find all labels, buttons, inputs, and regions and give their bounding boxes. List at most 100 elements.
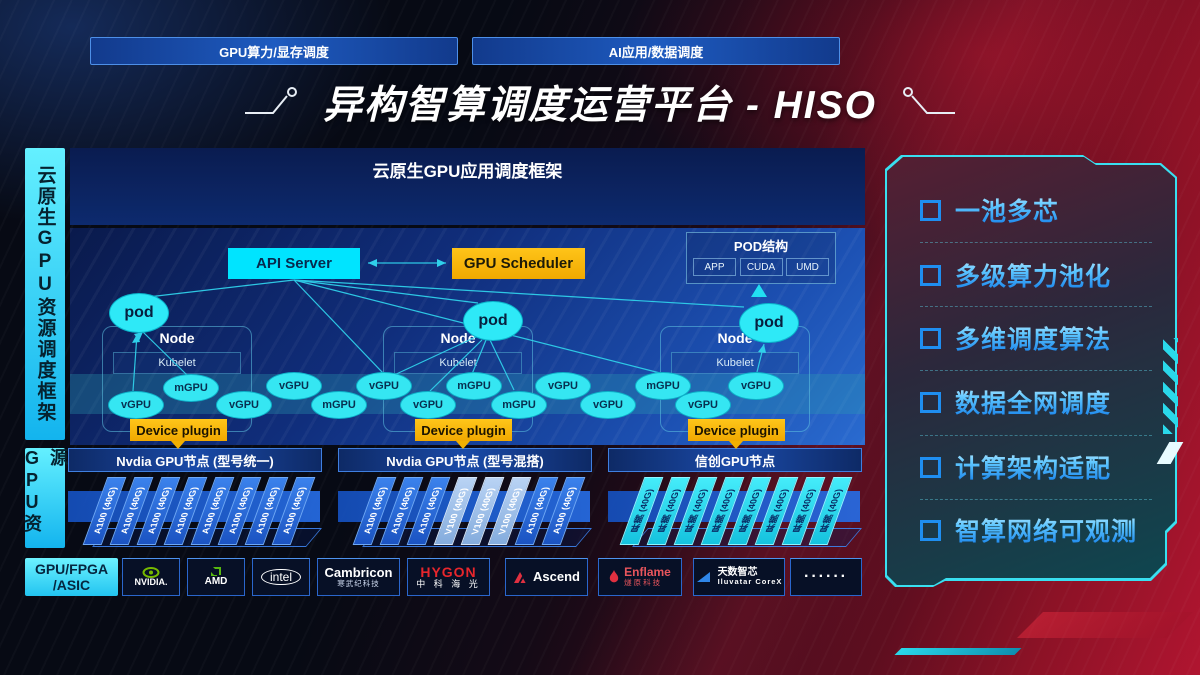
gpu-ellipse: vGPU [266, 372, 322, 400]
feature-separator [920, 499, 1152, 500]
amd-logo-icon [211, 567, 221, 577]
vendor-ascend: Ascend [505, 558, 588, 596]
intel-oval-logo: intel [260, 568, 301, 586]
gpu-ellipse: vGPU [535, 372, 591, 400]
pod-ellipse-2: pod [463, 301, 523, 341]
checkbox-icon [920, 456, 941, 478]
feature-item: 数据全网调度 [920, 382, 1170, 422]
gpu-ellipse: mGPU [635, 372, 691, 400]
pod-structure-box: POD结构 APP CUDA UMD [686, 232, 836, 284]
iluvatar-triangle-icon [696, 572, 710, 582]
vendor-name: Cambricon [324, 565, 393, 581]
gpu-ellipse: vGPU [356, 372, 412, 400]
feature-item: 多维调度算法 [920, 318, 1170, 358]
gpu-ellipse: mGPU [491, 391, 547, 419]
vendor-hygon: HYGON 中 科 海 光 [407, 558, 490, 596]
device-plugin-1: Device plugin [130, 419, 227, 441]
chip-line1: GPU/FPGA [34, 561, 109, 577]
feature-separator [920, 370, 1152, 371]
device-plugin-2: Device plugin [415, 419, 512, 441]
ascend-logo-icon [514, 571, 526, 583]
circuit-decoration-left-icon [244, 87, 297, 114]
feature-item: 计算架构适配 [920, 447, 1170, 487]
vendor-name: NVIDIA. [134, 576, 168, 587]
gpu-ellipse: vGPU [580, 391, 636, 419]
gpu-ellipse: vGPU [216, 391, 272, 419]
gpu-ellipse: mGPU [446, 372, 502, 400]
feature-item: 一池多芯 [920, 190, 1170, 230]
vendor-name: Ascend [533, 569, 580, 585]
rail-gpu-resource: GPU资源 [22, 448, 68, 548]
title-row: 异构智算调度运营平台 - HISO [0, 74, 1200, 130]
node-label: Node [440, 330, 476, 346]
node-box-1: Node Kubelet [102, 326, 252, 432]
rail-cloud-native-gpu-framework: 云原生GPU资源调度框架 [25, 148, 65, 440]
feature-separator [920, 242, 1152, 243]
vendor-amd: AMD [187, 558, 245, 596]
checkbox-icon [920, 327, 941, 349]
node-box-3: Node Kubelet [660, 326, 810, 432]
pod-ellipse-3: pod [739, 303, 799, 343]
gpu-group-header-1: Nvdia GPU节点 (型号统一) [68, 448, 322, 472]
circuit-decoration-right-icon [903, 87, 955, 114]
gpu-scheduler-box[interactable]: GPU Scheduler [452, 248, 585, 279]
gpu-group-header-2: Nvdia GPU节点 (型号混搭) [338, 448, 592, 472]
gpu-ellipse: vGPU [675, 391, 731, 419]
feature-separator [920, 306, 1152, 307]
chip-gpu-fpga-asic: GPU/FPGA /ASIC [25, 558, 118, 596]
vendor-name: Enflame [624, 565, 671, 580]
pod-structure-title: POD结构 [733, 239, 789, 254]
checkbox-icon [920, 199, 941, 221]
checkbox-icon [920, 264, 941, 286]
chip-line2: /ASIC [52, 577, 91, 593]
feature-item: 智算网络可观测 [920, 510, 1170, 550]
kubelet-box: Kubelet [113, 352, 241, 374]
page-title: 异构智算调度运营平台 - HISO [322, 84, 877, 127]
pod-ellipse-1: pod [109, 293, 169, 333]
vendor-name: HYGON [420, 563, 477, 580]
device-plugin-arrow-icon [729, 441, 743, 449]
gpu-group-header-3: 信创GPU节点 [608, 448, 862, 472]
vendor-cambricon: Cambricon 寒武纪科技 [317, 558, 400, 596]
pod-item-umd: UMD [786, 258, 829, 276]
nvidia-eye-icon [142, 566, 160, 578]
vendor-intel: intel [252, 558, 310, 596]
device-plugin-3: Device plugin [688, 419, 785, 441]
vendor-sub: 燧原科技 [624, 578, 663, 588]
gpu-ellipse: mGPU [163, 374, 219, 402]
vendor-sub: 寒武纪科技 [337, 578, 380, 588]
framework-header-box: 云原生GPU应用调度框架 [70, 148, 865, 225]
api-server-box[interactable]: API Server [228, 248, 360, 279]
vendor-name: 天数智芯 [717, 566, 758, 578]
gpu-ellipse: vGPU [108, 391, 164, 419]
gpu-ellipse: mGPU [311, 391, 367, 419]
feature-separator [920, 435, 1152, 436]
node-label: Node [159, 330, 195, 346]
hazard-stripes-decoration [1163, 338, 1178, 434]
vendor-iluvatar: 天数智芯 Iluvatar CoreX [693, 558, 785, 596]
vendor-nvidia: NVIDIA. [122, 558, 180, 596]
vendor-name: AMD [204, 576, 228, 588]
button-ai-data-scheduling[interactable]: AI应用/数据调度 [472, 37, 840, 65]
vendor-sub: 中 科 海 光 [416, 578, 481, 589]
gpu-ellipse: vGPU [400, 391, 456, 419]
checkbox-icon [920, 391, 941, 413]
vendor-enflame: Enflame 燧原科技 [598, 558, 682, 596]
button-gpu-compute-scheduling[interactable]: GPU算力/显存调度 [90, 37, 458, 65]
framework-title: 云原生GPU应用调度框架 [372, 162, 563, 181]
device-plugin-arrow-icon [456, 441, 470, 449]
vendor-more: ······ [790, 558, 862, 596]
device-plugin-arrow-icon [171, 441, 185, 449]
enflame-flame-icon [609, 569, 619, 582]
chevron-up-icon [751, 284, 767, 297]
feature-panel [887, 157, 1175, 585]
gpu-ellipse: vGPU [728, 372, 784, 400]
feature-item: 多级算力池化 [920, 255, 1170, 295]
checkbox-icon [920, 519, 941, 541]
more-dots: ······ [804, 567, 848, 585]
vendor-sub: Iluvatar CoreX [717, 577, 783, 587]
pod-item-app: APP [693, 258, 736, 276]
kubelet-box: Kubelet [671, 352, 799, 374]
